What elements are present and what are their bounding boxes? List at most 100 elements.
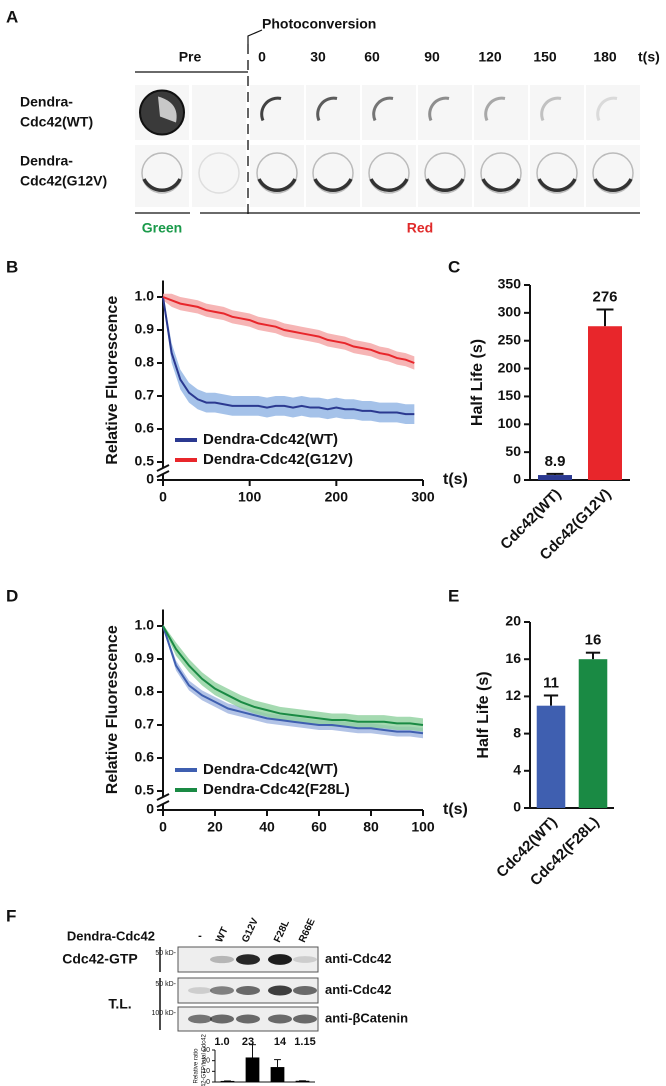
y-tick-label: 0.6 [135,420,155,436]
row-label: Dendra- [20,153,73,169]
axis-break [156,800,170,808]
micrograph [530,85,584,140]
cell [368,152,410,194]
construct-label: Dendra-Cdc42 [67,928,155,943]
error-band [163,624,423,732]
lane-label: WT [214,926,231,945]
band [268,985,292,996]
band [293,986,317,995]
micrograph [306,145,360,207]
chart: 0 0.5 0.6 0.7 0.8 0.9 1.0 Relative Fluorescence… [104,280,468,505]
bar [588,326,622,480]
panel-label: B [6,257,18,276]
green-label: Green [142,220,182,236]
bar [538,475,572,480]
x-tick-label: 100 [238,489,262,505]
pre-label: Pre [179,49,202,65]
y-tick-label: 12 [505,687,521,703]
y-axis-label: Relative Fluorescence [104,625,121,794]
value-label: 8.9 [545,453,566,470]
micrograph [418,145,472,207]
row-label: Cdc42(G12V) [20,173,107,189]
micrograph [418,85,472,140]
panel-label: F [6,906,16,925]
pulldown-label: Cdc42-GTP [62,951,137,967]
x-axis-label: t(s) [443,801,468,818]
antibody-label: anti-Cdc42 [325,951,391,966]
y-tick-label: 0.9 [135,321,155,337]
legend-label: Dendra-Cdc42(WT) [203,431,338,448]
cell-edge [257,178,297,192]
cell [424,152,466,194]
band [210,986,234,995]
cell-edge [369,178,409,192]
photoconversion-label: Photoconversion [262,16,376,32]
micrograph [474,85,528,140]
cell [141,152,183,194]
y-tick-label: 0.6 [135,749,155,765]
legend-label: Dendra-Cdc42(WT) [203,761,338,778]
timepoint-label: 120 [478,49,502,65]
error-band [163,624,423,739]
ratio-label: 14 [274,1036,287,1048]
y-tick-label: 100 [498,415,522,431]
ratio-label: 1.0 [214,1036,229,1048]
western-blot: 50 kD-anti-Cdc42 50 kD-anti-Cdc42 100 kD-a… [151,946,408,1032]
micrographs [135,85,640,207]
y-tick-label: 0.7 [135,716,155,732]
x-tick-label: 300 [411,489,435,505]
cell [198,152,240,194]
y-tick-label: 0.8 [135,354,155,370]
band [188,987,212,994]
bar [220,1080,235,1082]
line [162,625,424,726]
timepoint-label: 30 [310,49,326,65]
error-band [163,293,415,425]
cell-edge [481,178,521,192]
y-axis-label: Relative Fluorescence [104,296,121,465]
antibody-label: anti-Cdc42 [325,982,391,997]
micrograph [306,85,360,140]
band [210,1014,234,1024]
y-tick-label: 300 [498,304,522,320]
x-axis-label: t(s) [443,471,468,488]
marker-label: 50 kD- [155,981,176,988]
micrograph [250,145,304,207]
x-tick-label: 60 [311,819,327,835]
x-tick-label: 100 [411,819,435,835]
cell-edge [142,178,182,192]
y-tick-label: 0 [513,799,521,815]
x-tick-label: 0 [159,819,167,835]
line [162,625,424,735]
cell-edge [425,178,465,192]
cell [256,152,298,194]
y-tick-label: 250 [498,331,522,347]
time-unit: t(s) [638,49,660,65]
y-tick-label: 0 [513,471,521,487]
micrograph [586,85,640,140]
ratio-label: 1.15 [294,1036,315,1048]
timepoint-label: 150 [533,49,557,65]
cell-edge [316,96,338,122]
panel-label: A [6,7,18,26]
y-tick-label: 8 [513,724,521,740]
cell-edge [596,96,618,122]
y-axis-label: Half Life (s) [475,671,492,758]
micrograph [192,145,246,207]
chart: 0 0.5 0.6 0.7 0.8 0.9 1.0 Relative Fluorescence… [104,609,468,835]
cell [480,152,522,194]
y-axis-label: Relative ratio [194,1048,200,1084]
cell-edge [540,96,562,122]
y-tick-label: 1.0 [135,617,155,633]
y-tick-label: 0.5 [135,453,155,469]
cell [139,89,185,136]
y-tick-label: 50 [505,443,521,459]
y-tick-label: 200 [498,359,522,375]
band [236,1014,260,1024]
micrograph [530,145,584,207]
y-axis-label: Half Life (s) [469,339,486,426]
